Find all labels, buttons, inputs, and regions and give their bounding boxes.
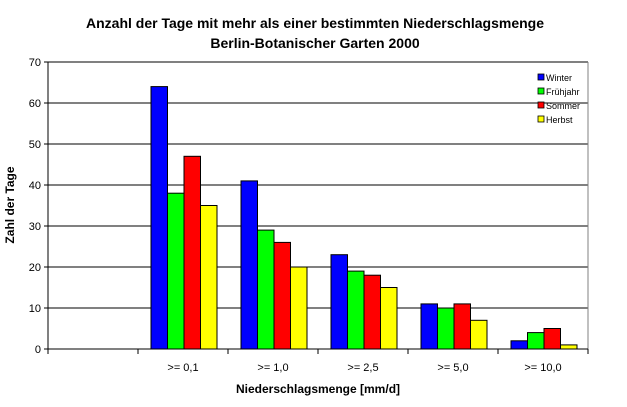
bar-sommer: [183, 155, 201, 350]
y-tick-label: 70: [29, 57, 41, 69]
legend-swatch: [537, 73, 545, 81]
bar-winter: [330, 254, 348, 350]
bar-winter: [150, 86, 168, 350]
y-tick-label: 60: [29, 98, 41, 110]
y-tick-label: 50: [29, 139, 41, 151]
x-tick-label: >= 5,0: [437, 362, 468, 374]
bar-herbst: [290, 266, 308, 350]
y-axis-label: Zahl der Tage: [3, 166, 17, 243]
legend-label: Winter: [546, 73, 572, 83]
bar-sommer: [273, 241, 291, 350]
x-tick-label: >= 2,5: [347, 362, 378, 374]
legend-label: Herbst: [546, 115, 573, 125]
legend-label: Frühjahr: [546, 87, 580, 97]
y-tick-label: 20: [29, 262, 41, 274]
bar-frühjahr: [437, 307, 455, 350]
bar-winter: [510, 340, 528, 350]
x-tick-label: >= 10,0: [524, 362, 561, 374]
bar-sommer: [363, 274, 381, 350]
chart-subtitle: Berlin-Botanischer Garten 2000: [210, 35, 420, 51]
bar-frühjahr: [527, 332, 545, 350]
legend: Winter Frühjahr Sommer Herbst: [537, 73, 580, 125]
bar-herbst: [200, 205, 218, 350]
bar-herbst: [380, 287, 398, 350]
bar-herbst: [470, 319, 488, 350]
chart-title: Anzahl der Tage mit mehr als einer besti…: [86, 15, 544, 31]
x-tick-label: >= 1,0: [257, 362, 288, 374]
bar-herbst: [560, 344, 578, 350]
y-tick-label: 30: [29, 221, 41, 233]
y-tick-label: 40: [29, 180, 41, 192]
y-tick-label: 10: [29, 303, 41, 315]
legend-swatch: [537, 115, 545, 123]
bar-frühjahr: [167, 192, 185, 350]
legend-label: Sommer: [546, 101, 580, 111]
x-axis-label: Niederschlagsmenge [mm/d]: [236, 382, 400, 396]
legend-swatch: [537, 87, 545, 95]
x-tick-label: >= 0,1: [167, 362, 198, 374]
bar-frühjahr: [347, 270, 365, 350]
bar-frühjahr: [257, 229, 275, 350]
bar-winter: [420, 303, 438, 350]
bar-winter: [240, 180, 258, 350]
legend-swatch: [537, 101, 545, 109]
bar-sommer: [453, 303, 471, 350]
y-tick-label: 0: [35, 344, 41, 356]
bar-sommer: [543, 328, 561, 350]
